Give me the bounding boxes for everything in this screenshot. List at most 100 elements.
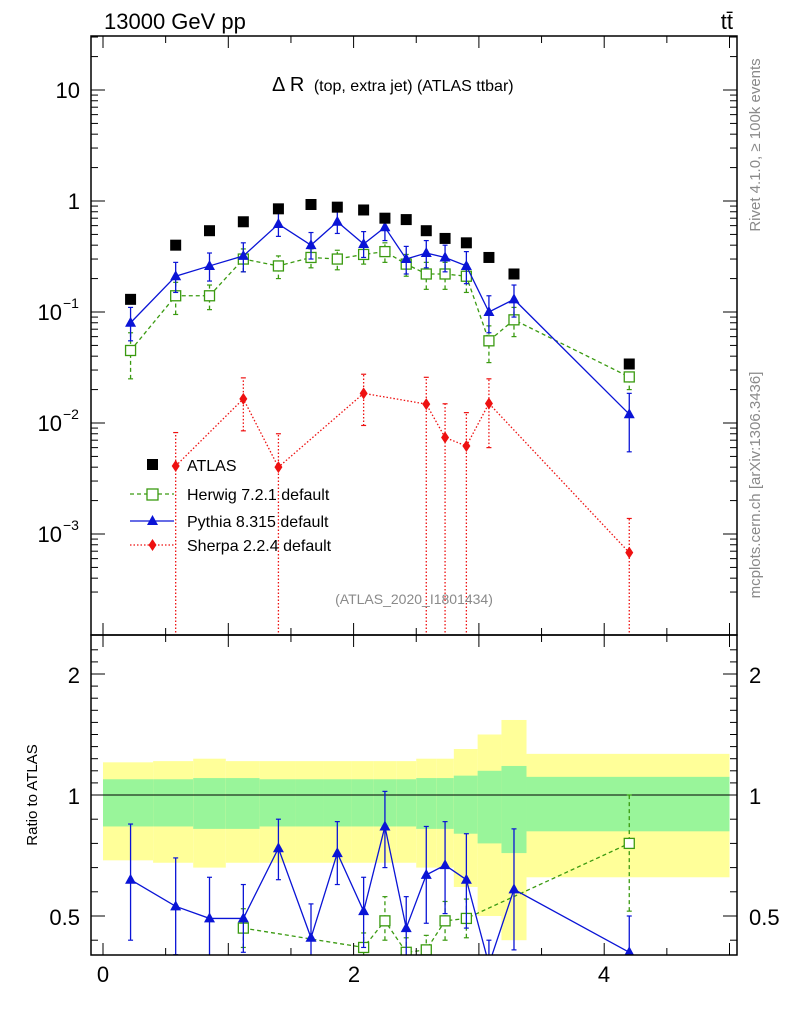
ratio-tick-right-0.5: 0.5 bbox=[749, 905, 780, 930]
main-sherpa-point bbox=[274, 461, 283, 474]
legend-label-herwig: Herwig 7.2.1 default bbox=[187, 487, 330, 504]
plot-title-symbol: Δ R bbox=[272, 74, 304, 96]
ratio-tick-right-2: 2 bbox=[749, 663, 761, 688]
ratio-pythia-point bbox=[305, 931, 317, 942]
main-pythia-point bbox=[204, 259, 216, 270]
main-pythia-point bbox=[331, 215, 343, 226]
ratio-herwig-point bbox=[420, 944, 432, 955]
collision-label: 13000 GeV pp bbox=[104, 9, 246, 34]
ratio-pythia-line bbox=[130, 826, 630, 955]
main-pythia-point bbox=[439, 251, 451, 262]
main-atlas-point bbox=[170, 239, 182, 251]
inner-band-bin bbox=[351, 779, 374, 827]
main-herwig-point bbox=[124, 344, 137, 357]
main-sherpa-point bbox=[359, 387, 368, 400]
main-pythia-line bbox=[130, 220, 630, 415]
inner-band-bin bbox=[103, 779, 154, 827]
main-atlas-point bbox=[439, 232, 451, 244]
main-plot-series bbox=[124, 198, 635, 635]
main-pythia-point bbox=[358, 237, 370, 248]
x-tick-label-2: 2 bbox=[348, 962, 360, 987]
ratio-pythia-point bbox=[331, 847, 343, 858]
process-label: tt̄ bbox=[721, 9, 733, 34]
inner-band-bin bbox=[396, 779, 417, 827]
main-atlas-point bbox=[623, 358, 635, 370]
main-atlas-point bbox=[379, 212, 391, 224]
ratio-herwig-point bbox=[623, 837, 635, 850]
ratio-pythia-point bbox=[125, 873, 137, 884]
y-tick-label-10: 10 bbox=[56, 78, 80, 103]
inner-band-bin bbox=[225, 778, 260, 829]
inner-band-bin bbox=[436, 778, 454, 829]
main-atlas-point bbox=[237, 216, 249, 228]
legend-label-sherpa: Sherpa 2.2.4 default bbox=[187, 538, 332, 555]
ratio-pythia-point bbox=[272, 842, 284, 853]
main-sherpa-line bbox=[175, 392, 630, 554]
inner-band-bin bbox=[526, 776, 730, 832]
main-pythia-point bbox=[508, 293, 520, 304]
main-atlas-point bbox=[358, 204, 370, 216]
main-sherpa-point bbox=[171, 459, 180, 472]
inner-band-bin bbox=[323, 779, 352, 827]
ratio-pythia-point bbox=[624, 946, 635, 955]
legend: ATLAS Herwig 7.2.1 default Pythia 8.315 … bbox=[130, 458, 332, 555]
ratio-pythia-point bbox=[439, 859, 451, 870]
main-pythia-point bbox=[125, 316, 137, 327]
main-atlas-point bbox=[420, 225, 432, 237]
main-pythia-point bbox=[305, 239, 317, 250]
inner-band-bin bbox=[453, 775, 478, 834]
ratio-plot-series bbox=[125, 790, 635, 955]
legend-label-pythia: Pythia 8.315 default bbox=[187, 514, 329, 531]
plot-title-rest: (top, extra jet) (ATLAS ttbar) bbox=[314, 78, 514, 95]
y-tick-label-0.001: 10 bbox=[38, 522, 62, 547]
main-atlas-point bbox=[508, 268, 520, 280]
ratio-tick-right-1: 1 bbox=[749, 784, 761, 809]
rivet-version-label: Rivet 4.1.0, ≥ 100k events bbox=[747, 58, 764, 231]
ratio-pythia-point bbox=[460, 873, 472, 884]
inner-band-bin bbox=[153, 779, 194, 827]
main-atlas-point bbox=[305, 198, 317, 210]
main-sherpa-point bbox=[239, 392, 248, 405]
main-herwig-point bbox=[272, 260, 285, 272]
main-pythia-point bbox=[379, 221, 391, 232]
y-tick-exponent-0.1: −1 bbox=[63, 295, 79, 311]
main-atlas-point bbox=[331, 201, 343, 213]
main-atlas-point bbox=[204, 225, 216, 237]
y-tick-label-0.01: 10 bbox=[38, 411, 62, 436]
y-tick-exponent-0.01: −2 bbox=[63, 406, 79, 422]
ratio-pythia-point bbox=[420, 868, 432, 879]
main-pythia-point bbox=[420, 247, 432, 258]
inner-band-bin bbox=[295, 779, 324, 827]
main-pythia-point bbox=[460, 259, 472, 270]
ratio-pythia-point bbox=[379, 820, 391, 831]
y-tick-label-0.1: 10 bbox=[38, 300, 62, 325]
main-pythia-point bbox=[237, 249, 249, 260]
main-atlas-point bbox=[272, 203, 284, 215]
plot-title: Δ R (top, extra jet) (ATLAS ttbar) bbox=[272, 74, 514, 96]
main-sherpa-point bbox=[462, 440, 471, 453]
x-tick-label-0: 0 bbox=[97, 962, 109, 987]
main-atlas-point bbox=[460, 237, 472, 249]
ratio-pythia-point bbox=[170, 900, 182, 911]
main-herwig-point bbox=[203, 290, 216, 302]
main-herwig-point bbox=[483, 335, 495, 347]
main-herwig-point bbox=[379, 245, 391, 258]
inner-band-bin bbox=[477, 770, 502, 844]
main-herwig-point bbox=[331, 253, 343, 265]
ratio-herwig-point bbox=[379, 915, 391, 927]
inner-band-bin bbox=[259, 779, 296, 827]
main-pythia-point bbox=[483, 306, 495, 316]
inner-band-bin bbox=[193, 778, 226, 829]
analysis-id-label: (ATLAS_2020_I1801434) bbox=[335, 591, 493, 607]
main-herwig-line bbox=[130, 250, 630, 378]
legend-label-atlas: ATLAS bbox=[187, 458, 237, 475]
ratio-uncertainty-bands bbox=[103, 719, 730, 941]
main-atlas-point bbox=[483, 251, 495, 263]
main-sherpa-point bbox=[441, 431, 450, 444]
x-tick-label-4: 4 bbox=[598, 962, 610, 987]
ratio-pythia-point bbox=[204, 912, 216, 923]
axis-ticks bbox=[91, 36, 737, 955]
ratio-herwig-point bbox=[439, 915, 451, 927]
legend-marker-herwig bbox=[146, 488, 159, 501]
